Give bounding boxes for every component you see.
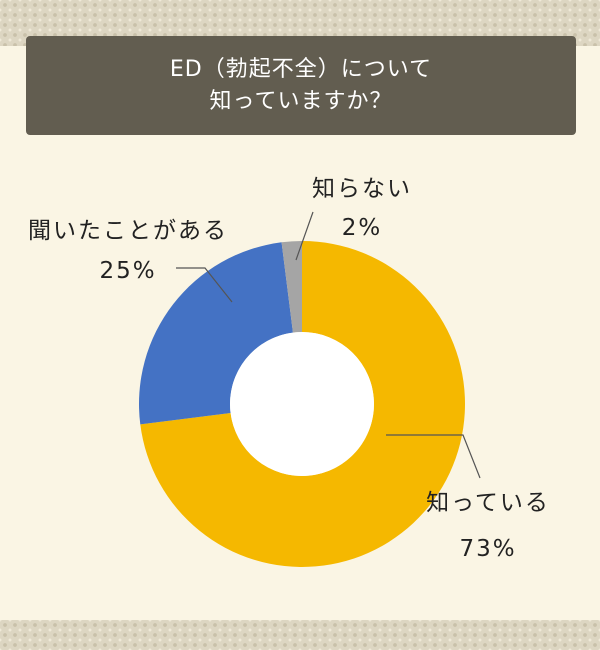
- value-label-dont-know: 2%: [342, 215, 383, 241]
- label-know: 知っている: [426, 490, 550, 516]
- pattern-band-bottom: [0, 620, 600, 650]
- leader-line-know: [386, 434, 481, 479]
- title-line-2: 知っていますか？: [209, 88, 393, 114]
- title-box: ED（勃起不全）について 知っていますか？: [26, 36, 576, 135]
- label-heard: 聞いたことがある: [28, 218, 228, 244]
- title-line-1: ED（勃起不全）について: [169, 56, 433, 82]
- label-dont-know: 知らない: [312, 176, 412, 202]
- leader-line-dont-know: [295, 211, 314, 261]
- slice-heard: [139, 242, 293, 425]
- donut-hole: [230, 332, 374, 476]
- value-label-know: 73%: [459, 536, 516, 562]
- slice-dont-know: [281, 241, 302, 333]
- value-label-heard: 25%: [99, 258, 156, 284]
- slice-know: [140, 241, 465, 567]
- leader-line-heard: [176, 267, 233, 303]
- chart-title: ED（勃起不全）について 知っていますか？: [170, 54, 432, 118]
